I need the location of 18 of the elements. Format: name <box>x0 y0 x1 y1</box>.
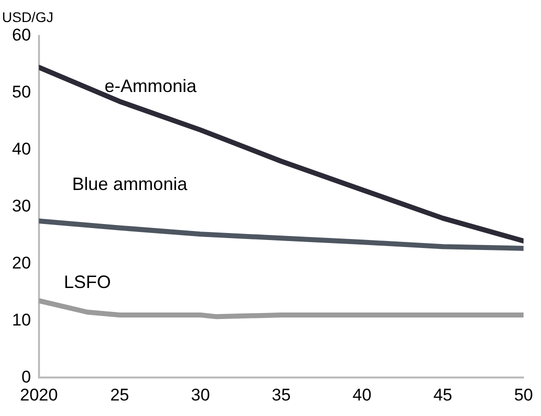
x-tick-label: 45 <box>433 385 452 404</box>
y-tick-label: 40 <box>12 140 31 159</box>
y-tick-label: 20 <box>12 253 31 272</box>
series-label: LSFO <box>64 272 111 292</box>
x-tick-label: 50 <box>514 385 534 404</box>
y-tick-label: 10 <box>12 310 31 330</box>
x-tick-label: 25 <box>110 385 130 404</box>
series-label: e-Ammonia <box>104 76 198 96</box>
y-tick-label: 0 <box>21 367 31 386</box>
x-tick-label: 2020 <box>20 385 58 404</box>
y-axis-title: USD/GJ <box>2 9 54 25</box>
x-tick-label: 35 <box>272 385 291 404</box>
x-tick-label: 40 <box>352 385 372 404</box>
y-tick-label: 60 <box>12 26 31 45</box>
series-label: Blue ammonia <box>72 174 188 194</box>
y-tick-label: 30 <box>12 196 31 216</box>
y-tick-label: 50 <box>12 82 31 102</box>
x-tick-label: 30 <box>190 385 210 404</box>
